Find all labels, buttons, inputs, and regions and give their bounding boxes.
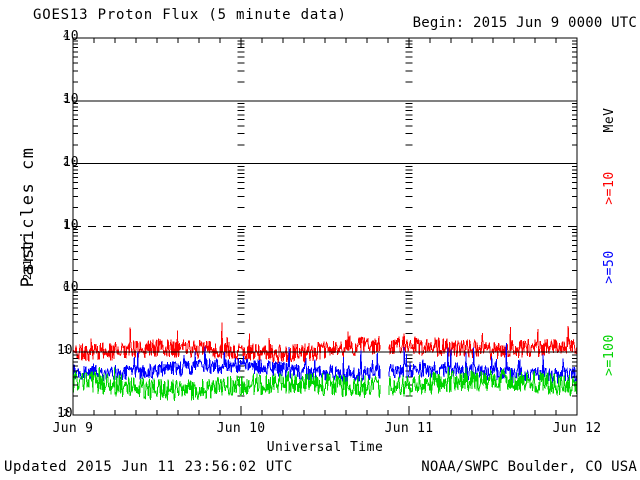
right-axis-series-label: >=10 (602, 171, 617, 205)
x-tick-label: Jun 9 (52, 421, 94, 436)
flux-series-ge100 (72, 366, 578, 402)
y-tick-label: 10 4 (62, 29, 79, 44)
x-axis-title: Universal Time (266, 440, 384, 455)
source-attribution: NOAA/SWPC Boulder, CO USA (421, 459, 637, 475)
flux-series-ge10 (72, 322, 578, 365)
x-tick-label: Jun 11 (384, 421, 434, 436)
y-tick-label: 10 1 (62, 217, 79, 233)
right-axis-series-label: >=100 (602, 334, 617, 376)
y-tick-label: 10 3 (62, 91, 79, 107)
flux-series-ge50 (72, 343, 578, 384)
x-tick-label: Jun 10 (216, 421, 266, 436)
y-tick-label: 10 -1 (56, 343, 73, 359)
right-axis-unit-label: MeV (602, 107, 617, 133)
y-tick-label: 10 -2 (56, 406, 73, 421)
y-tick-label: 10 2 (62, 154, 79, 170)
updated-timestamp: Updated 2015 Jun 11 23:56:02 UTC (4, 459, 293, 475)
x-tick-label: Jun 12 (552, 421, 602, 436)
right-axis-series-label: >=50 (602, 250, 617, 284)
chart-title: GOES13 Proton Flux (5 minute data) (33, 7, 347, 23)
y-tick-label: 10 0 (62, 280, 79, 296)
begin-time-label: Begin: 2015 Jun 9 0000 UTC (412, 15, 637, 31)
